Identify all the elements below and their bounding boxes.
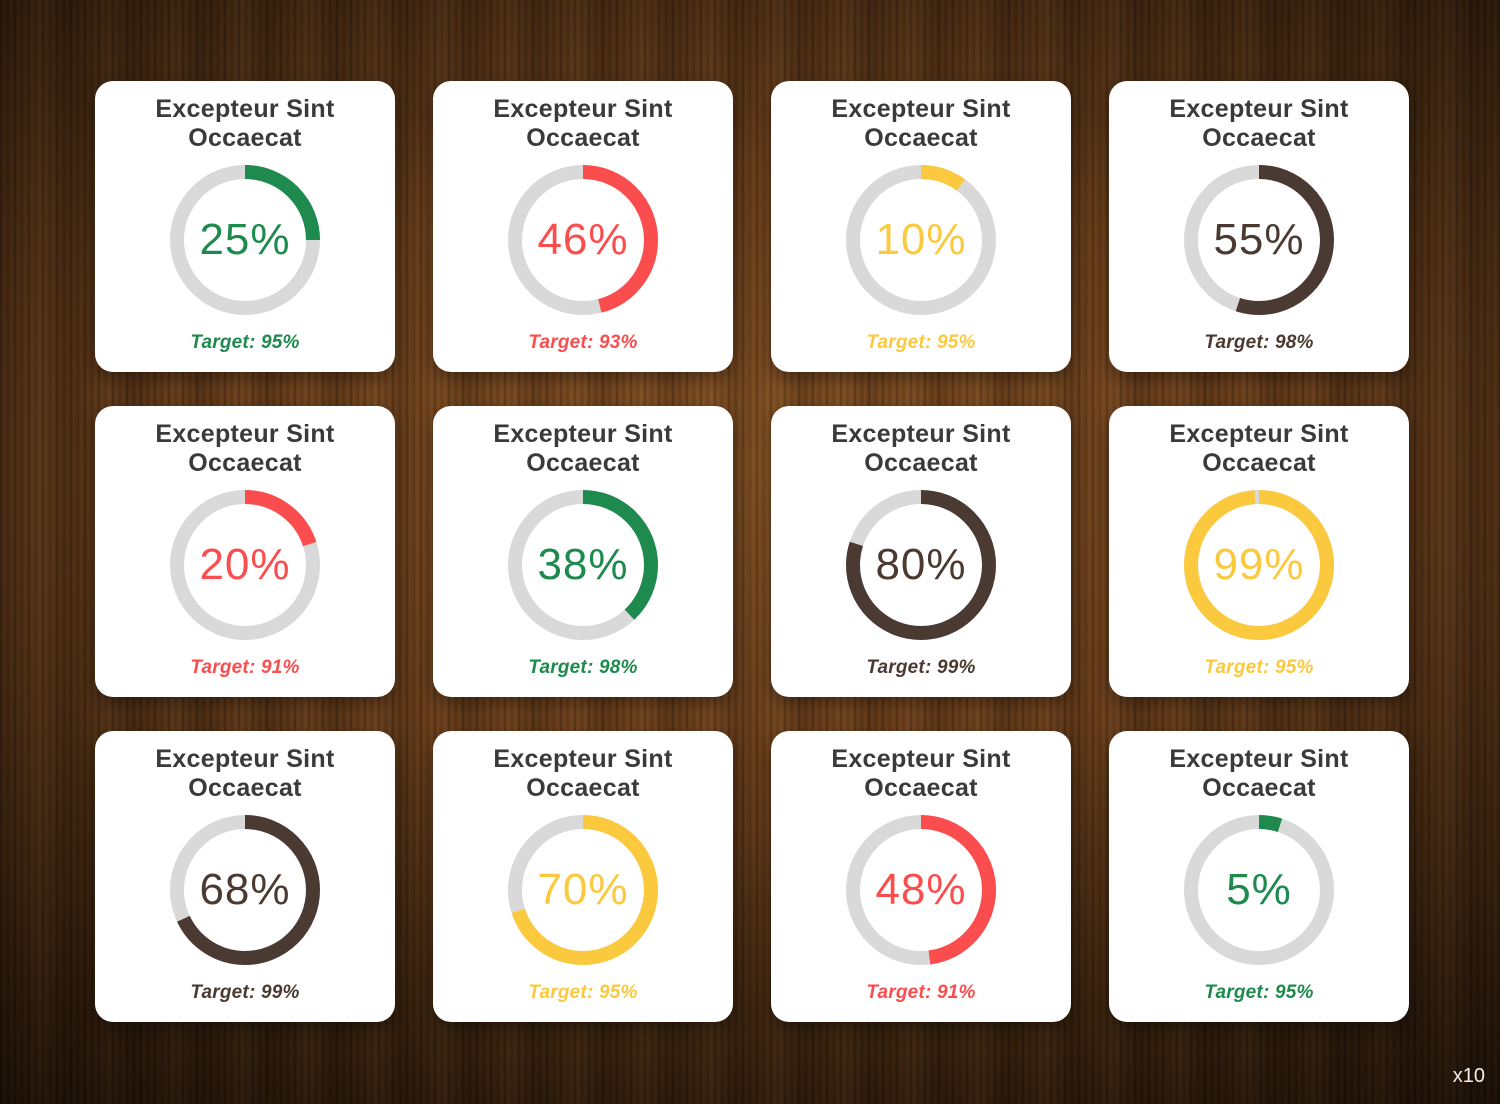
card-title: Excepteur Sint Occaecat (1169, 95, 1349, 152)
donut-progress-arc (508, 490, 658, 640)
donut-gauge-chart: 25% (170, 165, 320, 315)
card-title: Excepteur Sint Occaecat (155, 420, 335, 477)
donut-value-label: 80% (875, 540, 967, 589)
kpi-card: Excepteur Sint Occaecat 25% Target: 95% (95, 81, 395, 372)
donut-progress-arc (508, 815, 658, 965)
target-label: Target: 99% (866, 657, 976, 678)
donut-svg (508, 165, 658, 315)
target-label: Target: 95% (1204, 982, 1314, 1003)
donut-svg (170, 490, 320, 640)
donut-svg (508, 490, 658, 640)
kpi-card: Excepteur Sint Occaecat 5% Target: 95% (1109, 731, 1409, 1022)
donut-gauge-chart: 80% (846, 490, 996, 640)
donut-gauge-chart: 55% (1184, 165, 1334, 315)
card-title: Excepteur Sint Occaecat (155, 745, 335, 802)
donut-gauge-chart: 99% (1184, 490, 1334, 640)
card-title: Excepteur Sint Occaecat (831, 420, 1011, 477)
donut-value-label: 38% (537, 540, 629, 589)
donut-value-label: 48% (875, 865, 967, 914)
target-label: Target: 93% (528, 332, 638, 353)
kpi-card: Excepteur Sint Occaecat 99% Target: 95% (1109, 406, 1409, 697)
donut-progress-arc (170, 490, 320, 640)
card-title: Excepteur Sint Occaecat (1169, 745, 1349, 802)
donut-gauge-chart: 10% (846, 165, 996, 315)
donut-svg (1184, 490, 1334, 640)
donut-value-label: 25% (199, 215, 291, 264)
target-label: Target: 99% (190, 982, 300, 1003)
kpi-card: Excepteur Sint Occaecat 20% Target: 91% (95, 406, 395, 697)
donut-progress-arc (170, 165, 320, 315)
donut-value-label: 10% (875, 215, 967, 264)
donut-value-label: 20% (199, 540, 291, 589)
donut-value-label: 68% (199, 865, 291, 914)
donut-progress-arc (1184, 165, 1334, 315)
donut-gauge-chart: 68% (170, 815, 320, 965)
donut-gauge-chart: 70% (508, 815, 658, 965)
donut-svg (170, 165, 320, 315)
target-label: Target: 98% (528, 657, 638, 678)
card-title: Excepteur Sint Occaecat (493, 95, 673, 152)
donut-svg (170, 815, 320, 965)
donut-value-label: 70% (537, 865, 629, 914)
donut-svg (1184, 815, 1334, 965)
donut-gauge-chart: 38% (508, 490, 658, 640)
donut-value-label: 5% (1226, 865, 1292, 914)
kpi-card: Excepteur Sint Occaecat 68% Target: 99% (95, 731, 395, 1022)
donut-svg (508, 815, 658, 965)
donut-progress-arc (1184, 815, 1334, 965)
card-title: Excepteur Sint Occaecat (493, 745, 673, 802)
donut-svg (846, 815, 996, 965)
target-label: Target: 95% (528, 982, 638, 1003)
donut-gauge-chart: 20% (170, 490, 320, 640)
card-title: Excepteur Sint Occaecat (831, 745, 1011, 802)
kpi-card: Excepteur Sint Occaecat 10% Target: 95% (771, 81, 1071, 372)
kpi-card: Excepteur Sint Occaecat 55% Target: 98% (1109, 81, 1409, 372)
donut-progress-arc (508, 165, 658, 315)
card-title: Excepteur Sint Occaecat (831, 95, 1011, 152)
donut-progress-arc (170, 815, 320, 965)
card-title: Excepteur Sint Occaecat (155, 95, 335, 152)
card-title: Excepteur Sint Occaecat (1169, 420, 1349, 477)
donut-progress-arc (846, 165, 996, 315)
target-label: Target: 95% (190, 332, 300, 353)
donut-svg (1184, 165, 1334, 315)
watermark-label: x10 (1452, 1065, 1485, 1087)
donut-value-label: 55% (1213, 215, 1305, 264)
kpi-card-grid: Excepteur Sint Occaecat 25% Target: 95% … (95, 81, 1409, 1022)
target-label: Target: 98% (1204, 332, 1314, 353)
donut-value-label: 46% (537, 215, 629, 264)
donut-gauge-chart: 48% (846, 815, 996, 965)
donut-value-label: 99% (1213, 540, 1305, 589)
donut-progress-arc (1184, 490, 1334, 640)
card-title: Excepteur Sint Occaecat (493, 420, 673, 477)
donut-gauge-chart: 5% (1184, 815, 1334, 965)
kpi-card: Excepteur Sint Occaecat 46% Target: 93% (433, 81, 733, 372)
donut-gauge-chart: 46% (508, 165, 658, 315)
kpi-card: Excepteur Sint Occaecat 70% Target: 95% (433, 731, 733, 1022)
kpi-card: Excepteur Sint Occaecat 80% Target: 99% (771, 406, 1071, 697)
kpi-card: Excepteur Sint Occaecat 48% Target: 91% (771, 731, 1071, 1022)
target-label: Target: 95% (866, 332, 976, 353)
donut-progress-arc (846, 815, 996, 965)
donut-svg (846, 165, 996, 315)
target-label: Target: 95% (1204, 657, 1314, 678)
target-label: Target: 91% (190, 657, 300, 678)
kpi-card: Excepteur Sint Occaecat 38% Target: 98% (433, 406, 733, 697)
donut-progress-arc (846, 490, 996, 640)
target-label: Target: 91% (866, 982, 976, 1003)
donut-svg (846, 490, 996, 640)
